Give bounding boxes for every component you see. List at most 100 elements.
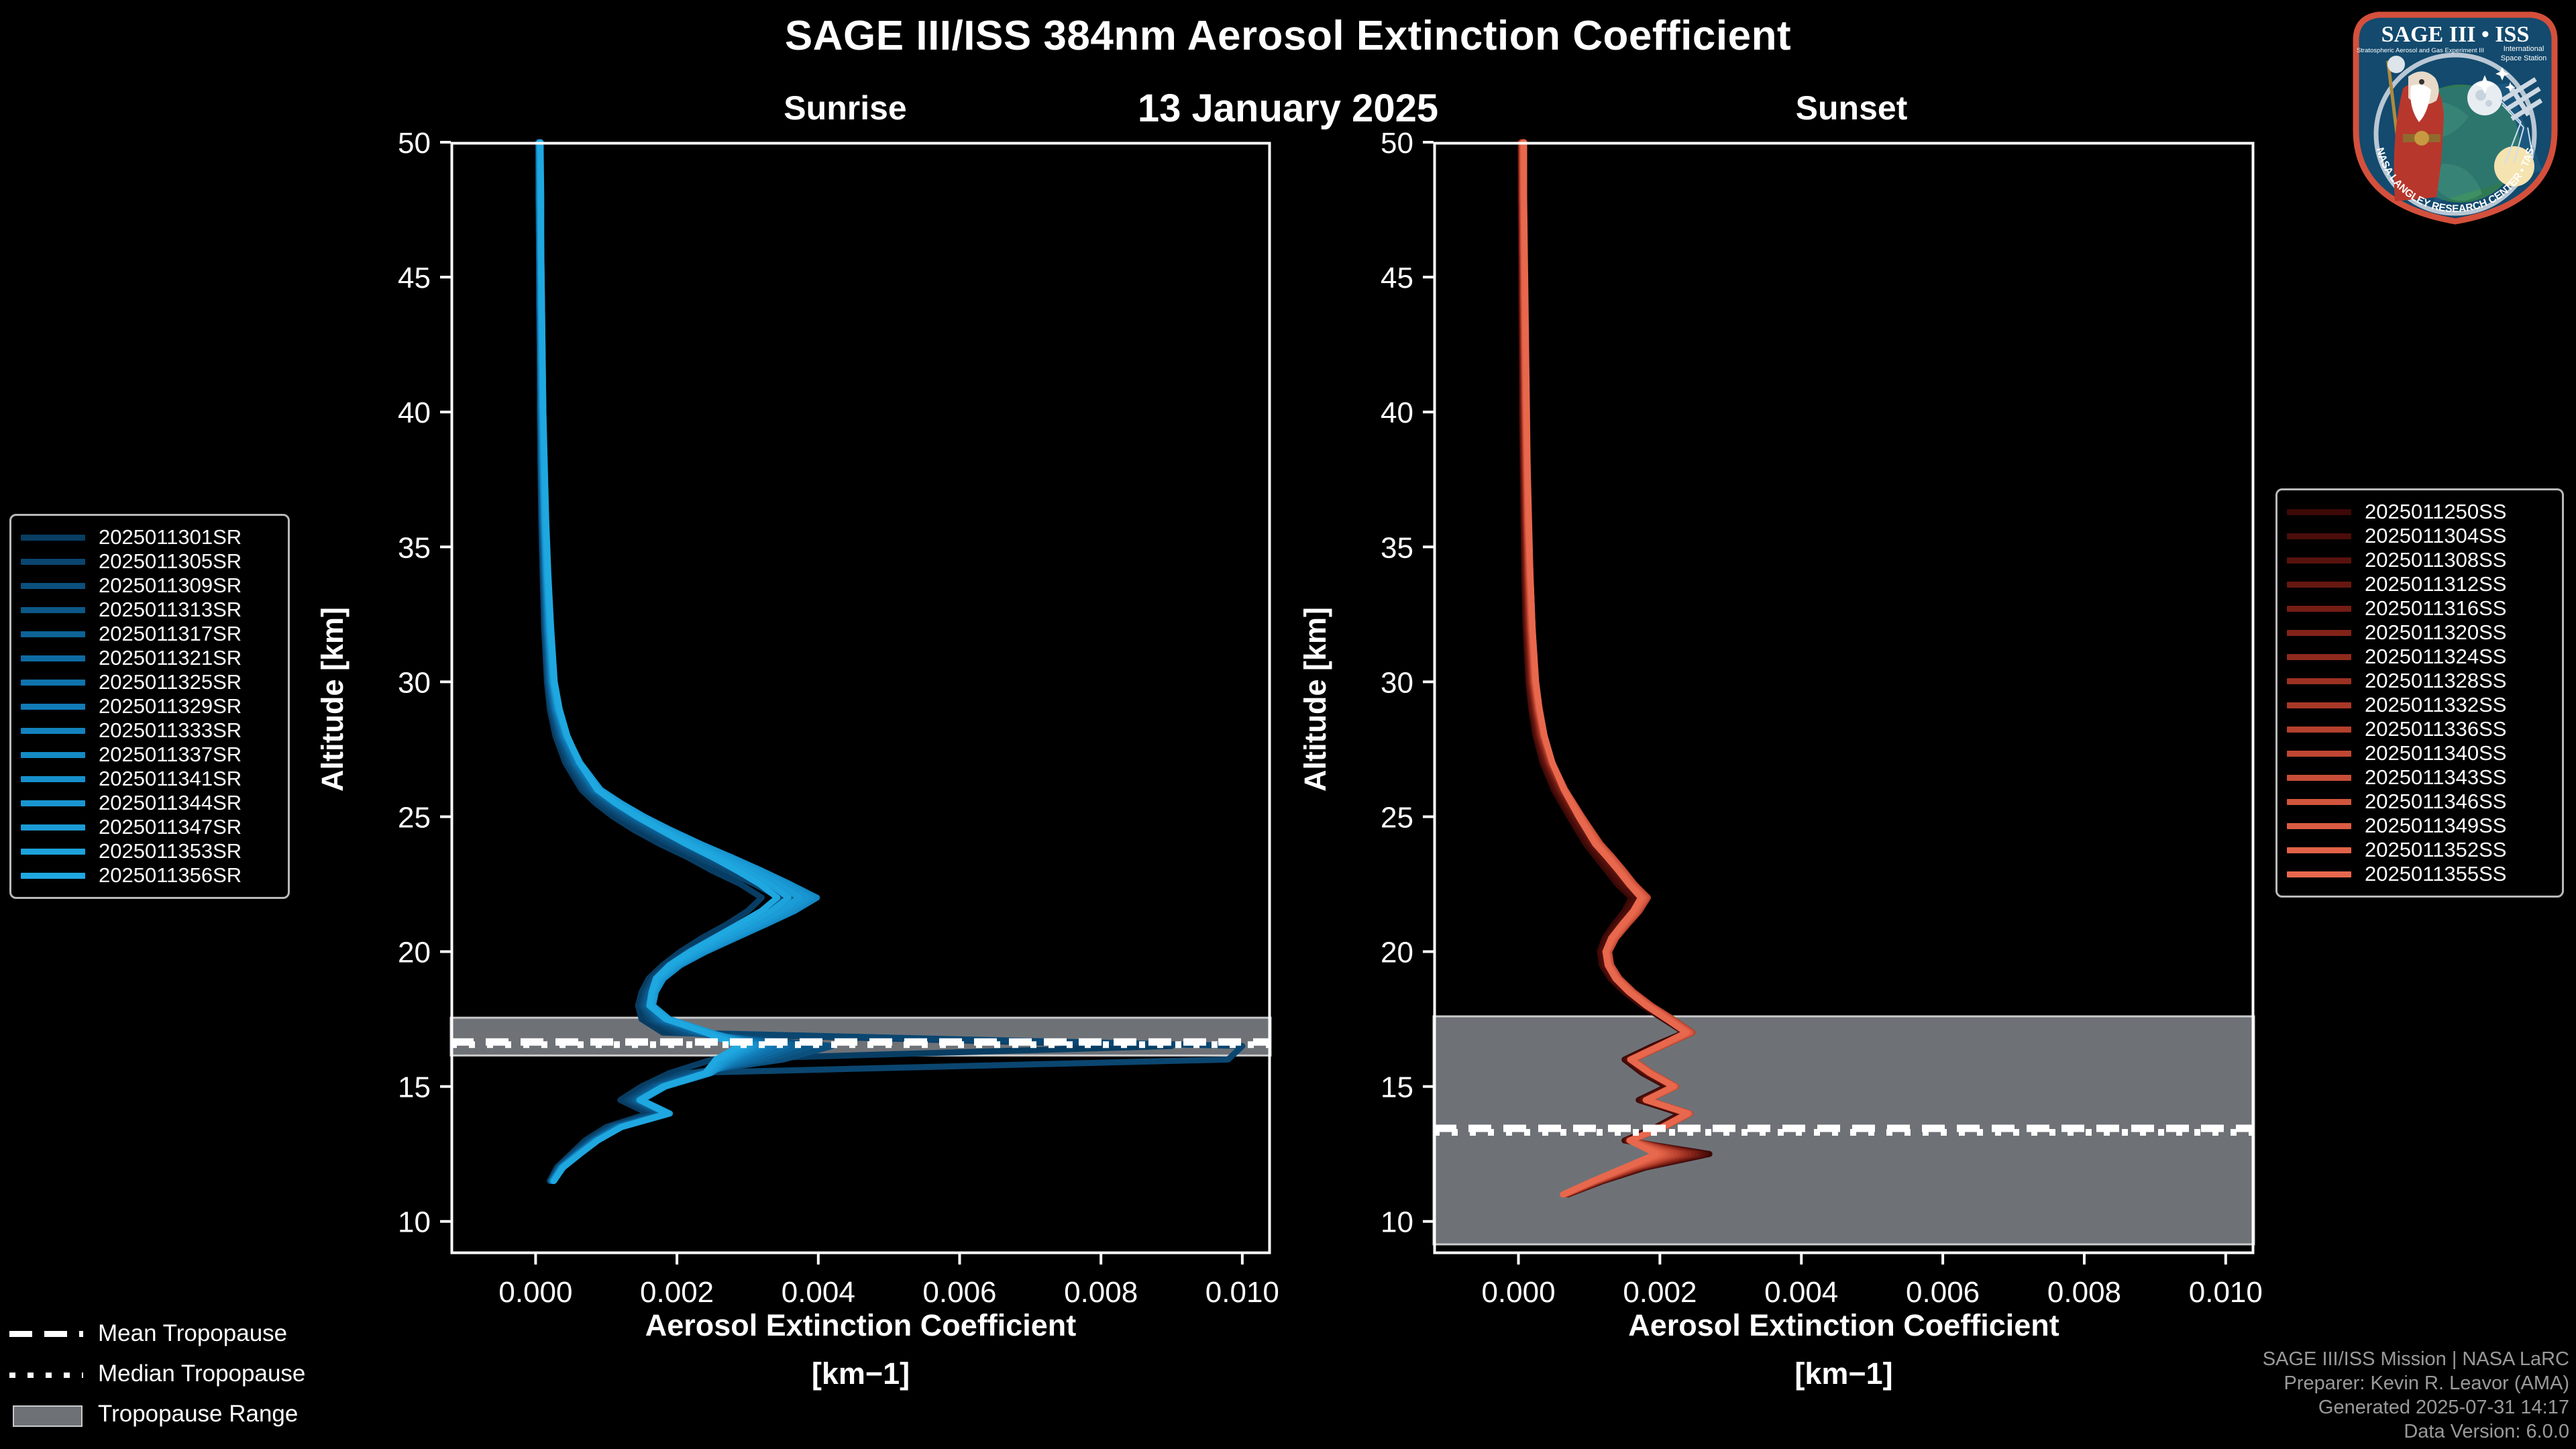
y-tick-label: 20 bbox=[398, 936, 431, 969]
legend-color-swatch-icon bbox=[21, 679, 85, 686]
plot-sunrise: 0.000 0.002 0.004 0.006 0.008 0.010 10 15 20 25 30… bbox=[398, 127, 1279, 1309]
legend-item-label: 2025011332SS bbox=[2365, 693, 2507, 716]
legend-item-label: Median Tropopause bbox=[98, 1360, 306, 1387]
legend-item[interactable]: 2025011353SR bbox=[21, 839, 276, 863]
y-tick-label: 40 bbox=[398, 396, 431, 429]
y-tick-label: 10 bbox=[398, 1206, 431, 1239]
legend-item[interactable]: 2025011346SS bbox=[2287, 790, 2550, 814]
x-tick-label: 0.000 bbox=[1481, 1276, 1555, 1309]
legend-color-swatch-icon bbox=[21, 655, 85, 661]
legend-item[interactable]: 2025011344SR bbox=[21, 791, 276, 815]
legend-item-label: 2025011336SS bbox=[2365, 717, 2507, 741]
legend-color-swatch-icon bbox=[21, 824, 85, 830]
legend-item[interactable]: 2025011312SS bbox=[2287, 572, 2550, 596]
x-axis-label-sunset: Aerosol Extinction Coefficient bbox=[1628, 1308, 2059, 1342]
x-axis-unit-sunset: [km−1] bbox=[1794, 1356, 1893, 1391]
legend-item[interactable]: 2025011352SS bbox=[2287, 838, 2550, 862]
x-axis-unit-sunrise: [km−1] bbox=[811, 1356, 910, 1391]
plot-area-sunrise: 0.000 0.002 0.004 0.006 0.008 0.010 10 15 20 25 30… bbox=[398, 127, 1279, 1309]
legend-item[interactable]: 2025011340SS bbox=[2287, 741, 2550, 765]
legend-item[interactable]: 2025011304SS bbox=[2287, 524, 2550, 548]
y-tick-label: 35 bbox=[398, 531, 431, 564]
legend-color-swatch-icon bbox=[21, 800, 85, 806]
legend-color-swatch-icon bbox=[2287, 774, 2351, 781]
profile-line bbox=[1521, 139, 1690, 1197]
logo-subtitle-left: Stratospheric Aerosol and Gas Experiment… bbox=[2357, 47, 2484, 54]
legend-item-label: 2025011343SS bbox=[2365, 765, 2507, 789]
x-tick-label: 0.004 bbox=[782, 1276, 855, 1309]
legend-item[interactable]: 2025011333SR bbox=[21, 718, 276, 743]
sage-iii-iss-mission-patch-logo: SAGE III • ISS Stratospheric Aerosol and… bbox=[2337, 0, 2569, 231]
legend-item[interactable]: 2025011328SS bbox=[2287, 669, 2550, 693]
legend-sunset[interactable]: 2025011250SS 2025011304SS 2025011308SS 2025… bbox=[2275, 488, 2564, 898]
legend-color-swatch-icon bbox=[2287, 822, 2351, 829]
plot-sunset: 0.000 0.002 0.004 0.006 0.008 0.010 10 15 20 25 30… bbox=[1381, 127, 2263, 1309]
band-swatch-icon bbox=[9, 1404, 83, 1427]
legend-item[interactable]: 2025011250SS bbox=[2287, 500, 2550, 524]
legend-item-label: 2025011304SS bbox=[2365, 524, 2507, 547]
legend-color-swatch-icon bbox=[21, 558, 85, 565]
legend-item-tropopause[interactable]: Mean Tropopause bbox=[9, 1313, 385, 1354]
legend-color-swatch-icon bbox=[2287, 726, 2351, 733]
legend-item[interactable]: 2025011301SR bbox=[21, 525, 276, 549]
legend-color-swatch-icon bbox=[21, 727, 85, 734]
legend-color-swatch-icon bbox=[2287, 847, 2351, 853]
legend-item-label: 2025011325SR bbox=[99, 670, 242, 694]
legend-item-label: 2025011347SR bbox=[99, 815, 242, 839]
legend-color-swatch-icon bbox=[2287, 871, 2351, 877]
legend-item-label: 2025011355SS bbox=[2365, 862, 2507, 885]
legend-item[interactable]: 2025011313SR bbox=[21, 598, 276, 622]
footer-credits: SAGE III/ISS Mission | NASA LaRC Preparer… bbox=[2263, 1347, 2569, 1444]
legend-item[interactable]: 2025011341SR bbox=[21, 767, 276, 791]
x-tick-label: 0.002 bbox=[1623, 1276, 1697, 1309]
legend-item-label: 2025011305SR bbox=[99, 549, 242, 573]
x-tick-label: 0.010 bbox=[2189, 1276, 2263, 1309]
legend-tropopause[interactable]: Mean Tropopause Median Tropopause Tropopau… bbox=[9, 1313, 385, 1434]
legend-item[interactable]: 2025011309SR bbox=[21, 574, 276, 598]
logo-subtitle-right-2: Space Station bbox=[2501, 54, 2547, 62]
legend-item[interactable]: 2025011308SS bbox=[2287, 548, 2550, 572]
footer-line: SAGE III/ISS Mission | NASA LaRC bbox=[2262, 1348, 2569, 1370]
y-tick-label: 25 bbox=[1381, 801, 1413, 834]
legend-color-swatch-icon bbox=[2287, 678, 2351, 684]
legend-item-label: 2025011349SS bbox=[2365, 814, 2507, 837]
legend-color-swatch-icon bbox=[21, 534, 85, 541]
legend-item-label: 2025011312SS bbox=[2365, 572, 2507, 596]
legend-item[interactable]: 2025011316SS bbox=[2287, 596, 2550, 621]
y-tick-label: 30 bbox=[1381, 666, 1413, 699]
legend-item-label: 2025011321SR bbox=[99, 646, 242, 669]
legend-item[interactable]: 2025011343SS bbox=[2287, 765, 2550, 790]
legend-item[interactable]: 2025011356SR bbox=[21, 863, 276, 888]
legend-item[interactable]: 2025011320SS bbox=[2287, 621, 2550, 645]
legend-color-swatch-icon bbox=[2287, 798, 2351, 805]
legend-item-label: 2025011328SS bbox=[2365, 669, 2507, 692]
axes-frame bbox=[450, 142, 1271, 1254]
panel-title-sunrise: Sunrise bbox=[784, 89, 907, 127]
logo-title: SAGE III • ISS bbox=[2381, 22, 2530, 47]
legend-item-label: 2025011337SR bbox=[99, 743, 242, 766]
legend-item[interactable]: 2025011305SR bbox=[21, 549, 276, 574]
y-tick-label: 10 bbox=[1381, 1206, 1413, 1239]
legend-item[interactable]: 2025011317SR bbox=[21, 622, 276, 646]
legend-item[interactable]: 2025011324SS bbox=[2287, 645, 2550, 669]
legend-item[interactable]: 2025011349SS bbox=[2287, 814, 2550, 838]
legend-item-tropopause[interactable]: Median Tropopause bbox=[9, 1354, 385, 1394]
y-tick-label: 15 bbox=[398, 1071, 431, 1104]
legend-sunrise[interactable]: 2025011301SR 2025011305SR 2025011309SR 2025… bbox=[9, 514, 290, 899]
legend-item[interactable]: 2025011321SR bbox=[21, 646, 276, 670]
legend-item-label: 2025011309SR bbox=[99, 574, 242, 597]
legend-item-tropopause[interactable]: Tropopause Range bbox=[9, 1394, 385, 1434]
legend-item-label: Tropopause Range bbox=[98, 1401, 299, 1427]
page-title: SAGE III/ISS 384nm Aerosol Extinction Co… bbox=[784, 13, 1792, 59]
plot-area-sunset: 0.000 0.002 0.004 0.006 0.008 0.010 10 15 20 25 30… bbox=[1381, 127, 2263, 1309]
axes-frame bbox=[1433, 142, 2255, 1254]
legend-item[interactable]: 2025011337SR bbox=[21, 743, 276, 767]
legend-item[interactable]: 2025011336SS bbox=[2287, 717, 2550, 741]
legend-item[interactable]: 2025011332SS bbox=[2287, 693, 2550, 717]
legend-item[interactable]: 2025011347SR bbox=[21, 815, 276, 839]
x-tick-label: 0.000 bbox=[498, 1276, 572, 1309]
legend-item[interactable]: 2025011355SS bbox=[2287, 862, 2550, 886]
legend-item-label: 2025011356SR bbox=[99, 863, 242, 887]
legend-item[interactable]: 2025011329SR bbox=[21, 694, 276, 718]
legend-item[interactable]: 2025011325SR bbox=[21, 670, 276, 694]
